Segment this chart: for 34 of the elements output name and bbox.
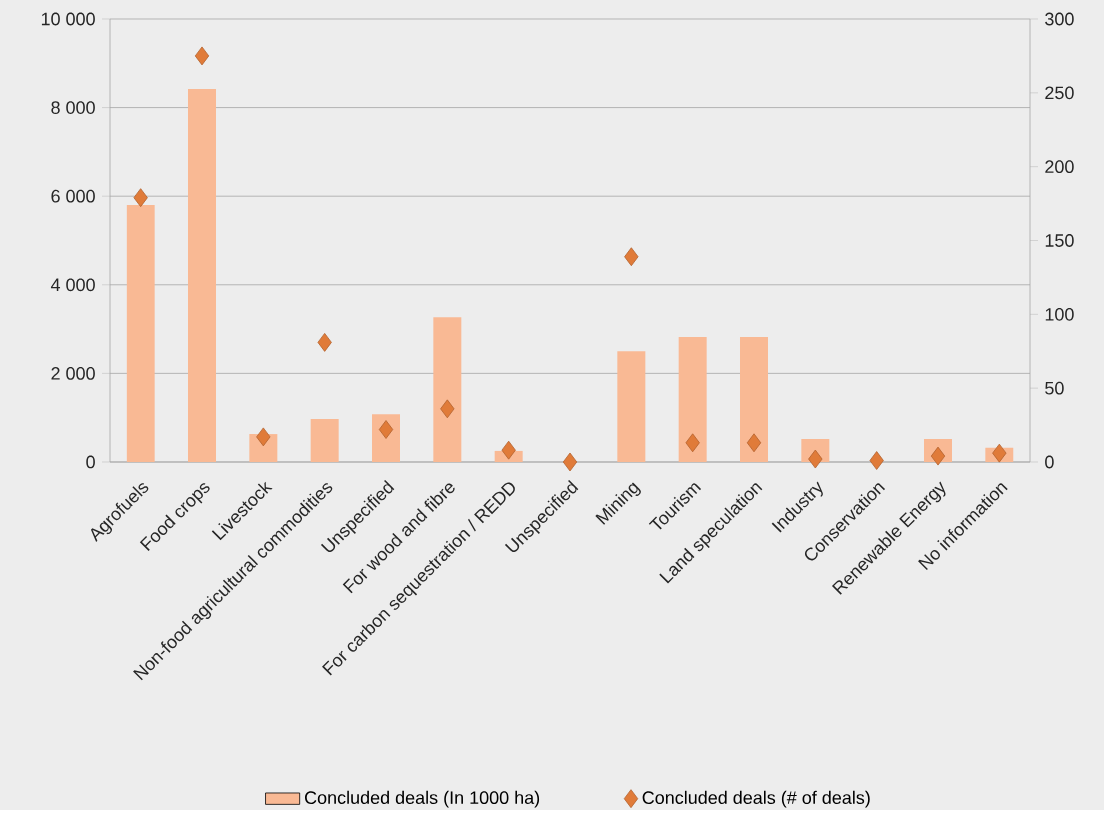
point bbox=[133, 188, 148, 208]
y2-tick-label: 150 bbox=[1045, 234, 1074, 248]
bar bbox=[188, 89, 216, 463]
legend-label: Concluded deals (# of deals) bbox=[642, 791, 870, 808]
bar bbox=[740, 337, 768, 463]
y-tick-label: 10 000 bbox=[41, 12, 95, 26]
bar bbox=[310, 419, 339, 463]
point bbox=[256, 427, 271, 447]
bar bbox=[678, 337, 707, 463]
y2-tick-label: 200 bbox=[1045, 160, 1074, 174]
y2-tick-label: 300 bbox=[1045, 12, 1074, 26]
legend-label: Concluded deals (In 1000 ha) bbox=[304, 791, 540, 808]
point bbox=[562, 452, 578, 472]
bar bbox=[617, 351, 646, 463]
point bbox=[746, 433, 762, 453]
y-tick-label: 8 000 bbox=[51, 101, 95, 115]
point bbox=[624, 247, 639, 267]
point bbox=[685, 433, 700, 453]
y2-tick-label: 250 bbox=[1045, 86, 1074, 100]
y-tick-label: 2 000 bbox=[51, 367, 95, 381]
y-tick-label: 4 000 bbox=[50, 278, 95, 292]
point bbox=[440, 399, 455, 419]
bar bbox=[126, 205, 155, 463]
y2-tick-label: 100 bbox=[1045, 308, 1074, 321]
point bbox=[992, 443, 1007, 463]
bar bbox=[433, 317, 462, 463]
y-tick-label: 0 bbox=[86, 455, 95, 469]
point bbox=[501, 441, 516, 460]
y-tick-label: 6 000 bbox=[51, 190, 95, 203]
point bbox=[317, 333, 332, 353]
y2-tick-label: 50 bbox=[1045, 382, 1064, 395]
y2-tick-label: 0 bbox=[1045, 455, 1054, 469]
point bbox=[869, 451, 884, 471]
point bbox=[194, 46, 210, 66]
